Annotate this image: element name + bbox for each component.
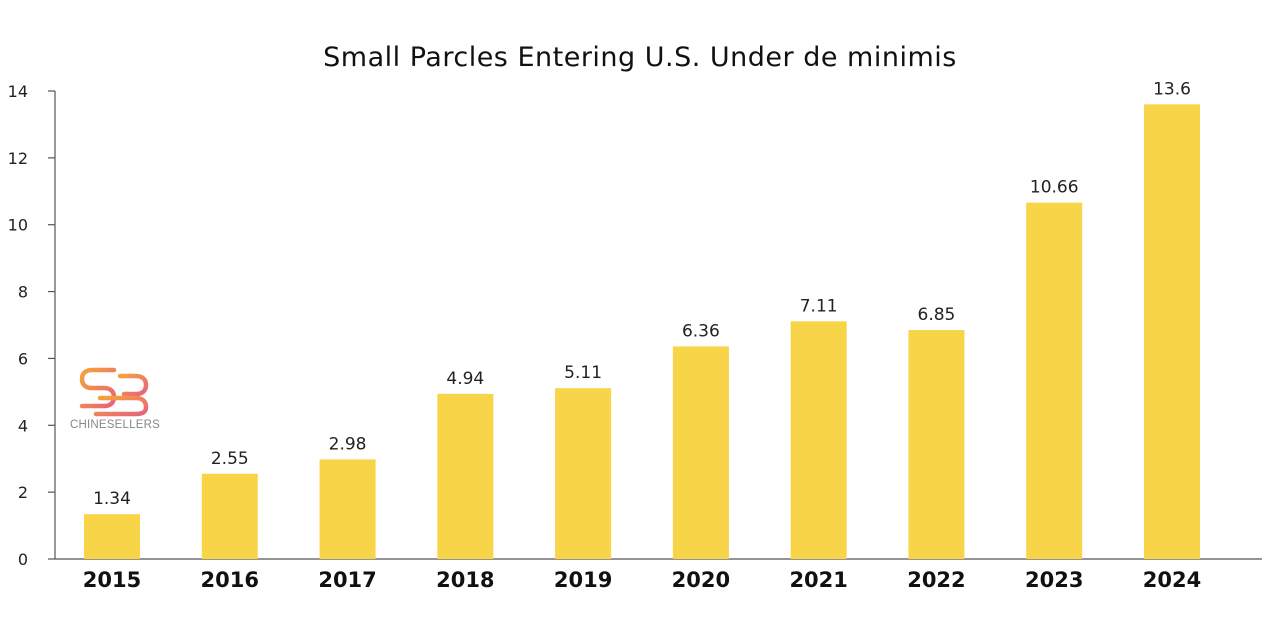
bars xyxy=(84,104,1200,559)
bar-2020 xyxy=(672,346,729,559)
bar-2017 xyxy=(319,459,376,559)
data-label-2020: 6.36 xyxy=(682,321,720,341)
y-tick-label: 0 xyxy=(18,550,28,569)
bar-2021 xyxy=(790,321,847,559)
data-label-2022: 6.85 xyxy=(918,305,956,325)
bar-2015 xyxy=(84,514,140,559)
y-tick-label: 8 xyxy=(18,283,28,302)
y-tick-label: 6 xyxy=(18,349,28,368)
bar-2019 xyxy=(555,388,612,559)
bar-2022 xyxy=(908,330,965,559)
x-tick-label-2018: 2018 xyxy=(436,568,494,592)
x-tick-label-2017: 2017 xyxy=(318,568,376,592)
x-tick-label-2019: 2019 xyxy=(554,568,612,592)
data-label-2015: 1.34 xyxy=(93,489,131,509)
data-label-2018: 4.94 xyxy=(446,369,484,389)
y-tick-label: 12 xyxy=(8,149,28,168)
y-tick-label: 2 xyxy=(18,483,28,502)
x-tick-label-2024: 2024 xyxy=(1143,568,1201,592)
logo-text: CHINESELLERS xyxy=(70,419,160,431)
x-tick-label-2022: 2022 xyxy=(907,568,965,592)
data-label-2016: 2.55 xyxy=(211,449,249,469)
y-tick-label: 4 xyxy=(18,416,28,435)
x-tick-label-2023: 2023 xyxy=(1025,568,1083,592)
bar-2016 xyxy=(201,473,258,559)
data-label-2019: 5.11 xyxy=(564,363,602,383)
chinesellers-logo: CHINESELLERS xyxy=(70,362,160,436)
x-tick-label-2021: 2021 xyxy=(789,568,847,592)
y-tick-label: 14 xyxy=(8,82,28,101)
x-tick-label-2015: 2015 xyxy=(83,568,141,592)
x-tick-label-2016: 2016 xyxy=(201,568,259,592)
y-tick-label: 10 xyxy=(8,216,28,235)
chart-title: Small Parcles Entering U.S. Under de min… xyxy=(323,42,957,73)
data-label-2021: 7.11 xyxy=(800,296,838,316)
bar-2024 xyxy=(1144,104,1200,559)
data-label-2023: 10.66 xyxy=(1030,178,1079,198)
logo-mark-icon xyxy=(79,367,149,417)
bar-2023 xyxy=(1026,202,1083,559)
data-label-2024: 13.6 xyxy=(1153,79,1191,99)
bar-2018 xyxy=(437,393,494,559)
x-tick-label-2020: 2020 xyxy=(672,568,730,592)
data-label-2017: 2.98 xyxy=(329,434,367,454)
x-axis: 2015 2016 2017 2018 2019 2020 2021 2022 2023 2024 xyxy=(55,558,1262,592)
data-labels: 1.34 2.55 2.98 4.94 5.11 6.36 7.11 6.85 10.66 13.… xyxy=(93,79,1191,509)
y-axis: 0 2 4 6 8 10 12 14 xyxy=(8,82,56,569)
